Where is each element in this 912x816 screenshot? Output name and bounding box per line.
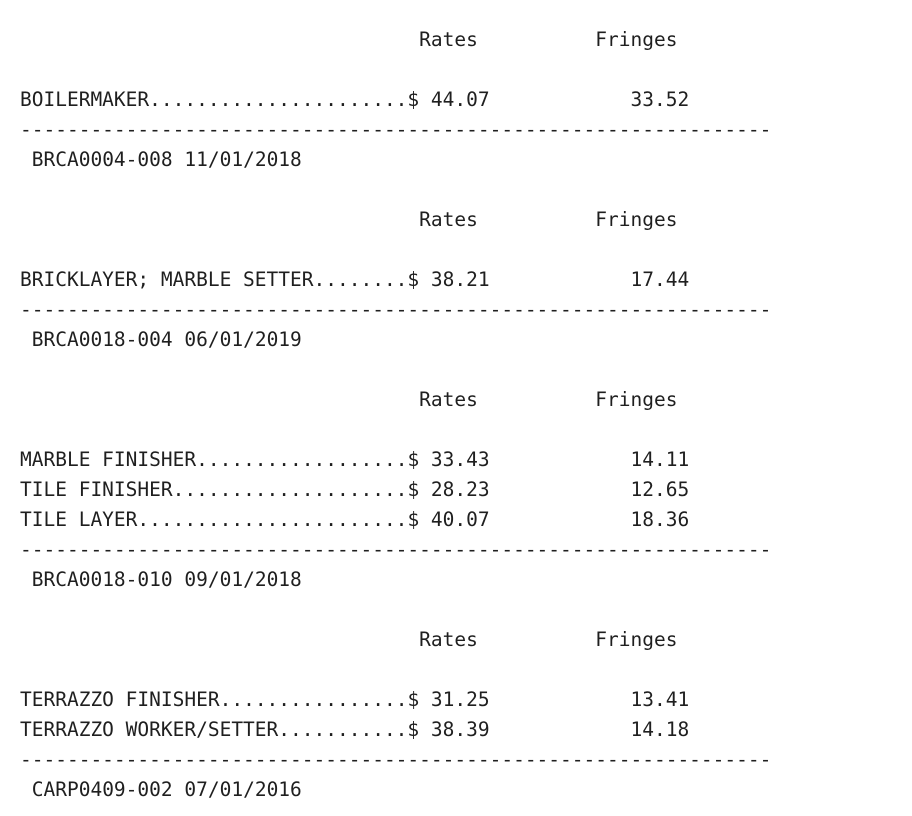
- fringe-value: 18.36: [630, 508, 690, 531]
- section-separator: ----------------------------------------…: [20, 298, 772, 321]
- classification-name: MARBLE FINISHER: [20, 448, 197, 471]
- column-header-row: Rates Fringes: [20, 208, 677, 231]
- rate-value: $ 40.07: [407, 508, 490, 531]
- rate-value: $ 33.43: [407, 448, 490, 471]
- column-header-row: Rates Fringes: [20, 28, 677, 51]
- classification-name: TERRAZZO WORKER/SETTER: [20, 718, 279, 741]
- dot-leader: ................: [219, 688, 408, 711]
- dot-leader: ...........: [278, 718, 408, 741]
- fringe-value: 14.11: [630, 448, 690, 471]
- dot-leader: ........: [313, 268, 408, 291]
- section-footer-row: BRCA0018-010 09/01/2018: [20, 568, 302, 591]
- section-footer-row: CARP0409-002 07/01/2016: [20, 778, 302, 801]
- wage-row: TILE FINISHER....................$ 28.23…: [20, 478, 689, 501]
- modification-id: BRCA0018-004: [31, 328, 173, 351]
- modification-id: BRCA0018-010: [31, 568, 173, 591]
- column-header-row: Rates Fringes: [20, 388, 677, 411]
- rate-value: $ 38.21: [407, 268, 490, 291]
- section-separator: ----------------------------------------…: [20, 538, 772, 561]
- column-header-fringes: Fringes: [595, 388, 678, 411]
- column-header-row: Rates Fringes: [20, 628, 677, 651]
- rate-value: $ 31.25: [407, 688, 490, 711]
- section-footer-row: BRCA0004-008 11/01/2018: [20, 148, 302, 171]
- fringe-value: 17.44: [630, 268, 690, 291]
- rate-value: $ 38.39: [407, 718, 490, 741]
- modification-id: BRCA0004-008: [31, 148, 173, 171]
- classification-name: TERRAZZO FINISHER: [20, 688, 220, 711]
- fringe-value: 33.52: [630, 88, 690, 111]
- column-header-rates: Rates: [419, 628, 478, 651]
- column-header-rates: Rates: [419, 28, 478, 51]
- section-separator: ----------------------------------------…: [20, 118, 772, 141]
- rate-value: $ 44.07: [407, 88, 490, 111]
- modification-date: 07/01/2016: [184, 778, 302, 801]
- modification-date: 11/01/2018: [184, 148, 302, 171]
- column-header-fringes: Fringes: [595, 628, 678, 651]
- wage-row: MARBLE FINISHER..................$ 33.43…: [20, 448, 689, 471]
- modification-id: CARP0409-002: [31, 778, 173, 801]
- wage-row: BRICKLAYER; MARBLE SETTER........$ 38.21…: [20, 268, 689, 291]
- section-footer-row: BRCA0018-004 06/01/2019: [20, 328, 302, 351]
- dot-leader: .......................: [137, 508, 408, 531]
- dot-leader: ......................: [149, 88, 408, 111]
- wage-row: TILE LAYER.......................$ 40.07…: [20, 508, 689, 531]
- fringe-value: 12.65: [630, 478, 690, 501]
- dot-leader: ..................: [196, 448, 408, 471]
- column-header-fringes: Fringes: [595, 28, 678, 51]
- classification-name: BOILERMAKER: [20, 88, 150, 111]
- column-header-fringes: Fringes: [595, 208, 678, 231]
- modification-date: 09/01/2018: [184, 568, 302, 591]
- classification-name: TILE FINISHER: [20, 478, 173, 501]
- rate-value: $ 28.23: [407, 478, 490, 501]
- fringe-value: 14.18: [630, 718, 690, 741]
- fringe-value: 13.41: [630, 688, 690, 711]
- column-header-rates: Rates: [419, 388, 478, 411]
- dot-leader: ....................: [172, 478, 408, 501]
- wage-row: BOILERMAKER......................$ 44.07…: [20, 88, 689, 111]
- wage-row: TERRAZZO WORKER/SETTER...........$ 38.39…: [20, 718, 689, 741]
- wage-row: TERRAZZO FINISHER................$ 31.25…: [20, 688, 689, 711]
- modification-date: 06/01/2019: [184, 328, 302, 351]
- column-header-rates: Rates: [419, 208, 478, 231]
- classification-name: BRICKLAYER; MARBLE SETTER: [20, 268, 314, 291]
- section-separator: ----------------------------------------…: [20, 748, 772, 771]
- classification-name: TILE LAYER: [20, 508, 138, 531]
